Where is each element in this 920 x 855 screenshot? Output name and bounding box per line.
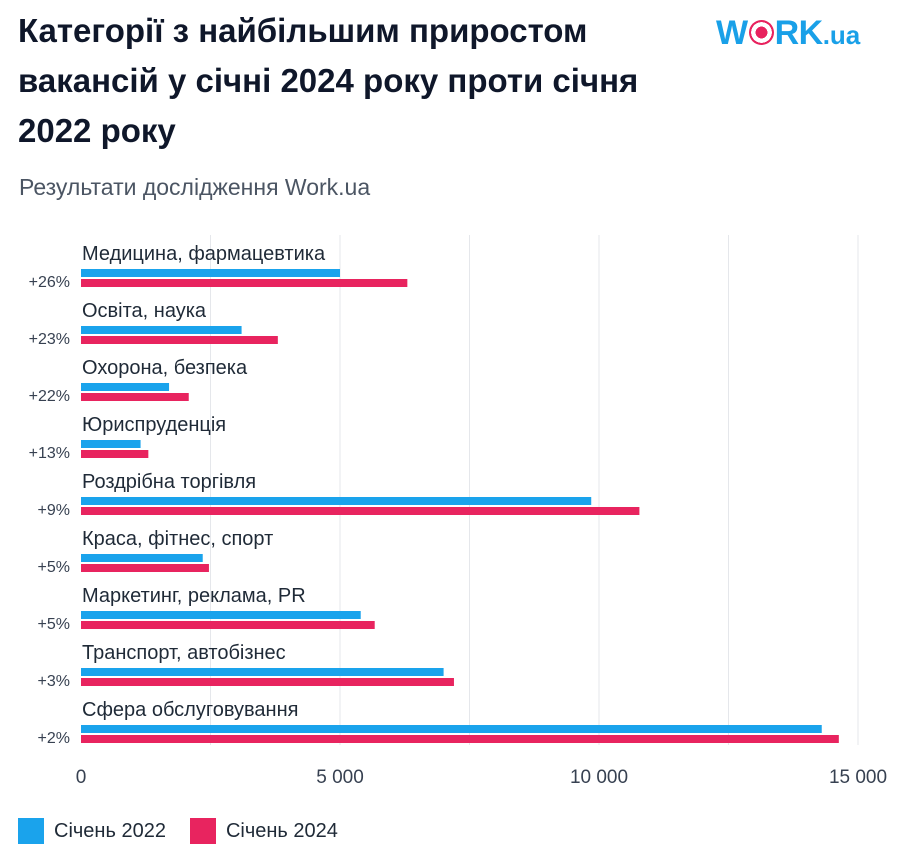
category-label: Освіта, наука — [82, 300, 207, 322]
bar-2022 — [81, 269, 340, 277]
legend-label-2024: Січень 2024 — [225, 819, 338, 842]
target-icon — [748, 20, 774, 45]
legend-swatch-2022 — [18, 818, 44, 844]
bar-2024 — [81, 564, 209, 572]
bar-2022 — [81, 611, 361, 619]
chart-subtitle: Результати дослідження Work.ua — [19, 174, 371, 200]
bar-2024 — [81, 507, 640, 515]
bar-2022 — [81, 383, 170, 391]
bar-2024 — [81, 336, 278, 344]
category-label: Транспорт, автобізнес — [82, 642, 286, 664]
category-label: Медицина, фармацевтика — [82, 243, 326, 265]
bar-2022 — [81, 725, 822, 733]
category-label: Краса, фітнес, спорт — [82, 528, 273, 550]
bar-2022 — [81, 440, 141, 448]
chart-title: Категорії з найбільшим приростом вакансі… — [18, 12, 639, 149]
bar-2022 — [81, 497, 592, 505]
growth-label: +26% — [29, 274, 70, 291]
growth-label: +9% — [38, 502, 70, 519]
growth-label: +2% — [38, 730, 70, 747]
category-label: Юриспруденція — [82, 414, 226, 436]
bar-2024 — [81, 678, 454, 686]
bar-2022 — [81, 326, 242, 334]
growth-label: +3% — [38, 673, 70, 690]
x-tick-label: 5 000 — [316, 767, 364, 788]
bar-2024 — [81, 393, 189, 401]
category-label: Маркетинг, реклама, PR — [82, 585, 306, 607]
bar-2022 — [81, 668, 444, 676]
legend-swatch-2024 — [189, 818, 216, 844]
legend-item-2024: Січень 2024 — [189, 818, 338, 844]
x-tick-label: 15 000 — [829, 767, 887, 788]
category-label: Охорона, безпека — [82, 357, 248, 379]
growth-label: +5% — [38, 559, 70, 576]
bar-2024 — [81, 450, 149, 458]
x-tick-label: 0 — [76, 767, 87, 788]
category-label: Сфера обслуговування — [82, 699, 298, 721]
category-label: Роздрібна торгівля — [82, 471, 256, 493]
bar-2024 — [81, 621, 375, 629]
x-tick-label: 10 000 — [570, 767, 628, 788]
bar-2022 — [81, 554, 203, 562]
growth-label: +23% — [29, 331, 70, 348]
work-ua-logo: W RK .ua — [716, 14, 861, 52]
legend-label-2022: Січень 2022 — [54, 819, 166, 842]
legend-item-2022: Січень 2022 — [18, 818, 166, 844]
bar-2024 — [81, 735, 839, 743]
growth-label: +22% — [29, 388, 70, 405]
growth-label: +13% — [29, 445, 70, 462]
bar-chart: 0 5 000 10 000 15 000 Медицина, фармацевтика… — [29, 235, 887, 788]
bar-2024 — [81, 279, 408, 287]
legend: Січень 2022 Січень 2024 — [18, 818, 338, 844]
growth-label: +5% — [38, 616, 70, 633]
